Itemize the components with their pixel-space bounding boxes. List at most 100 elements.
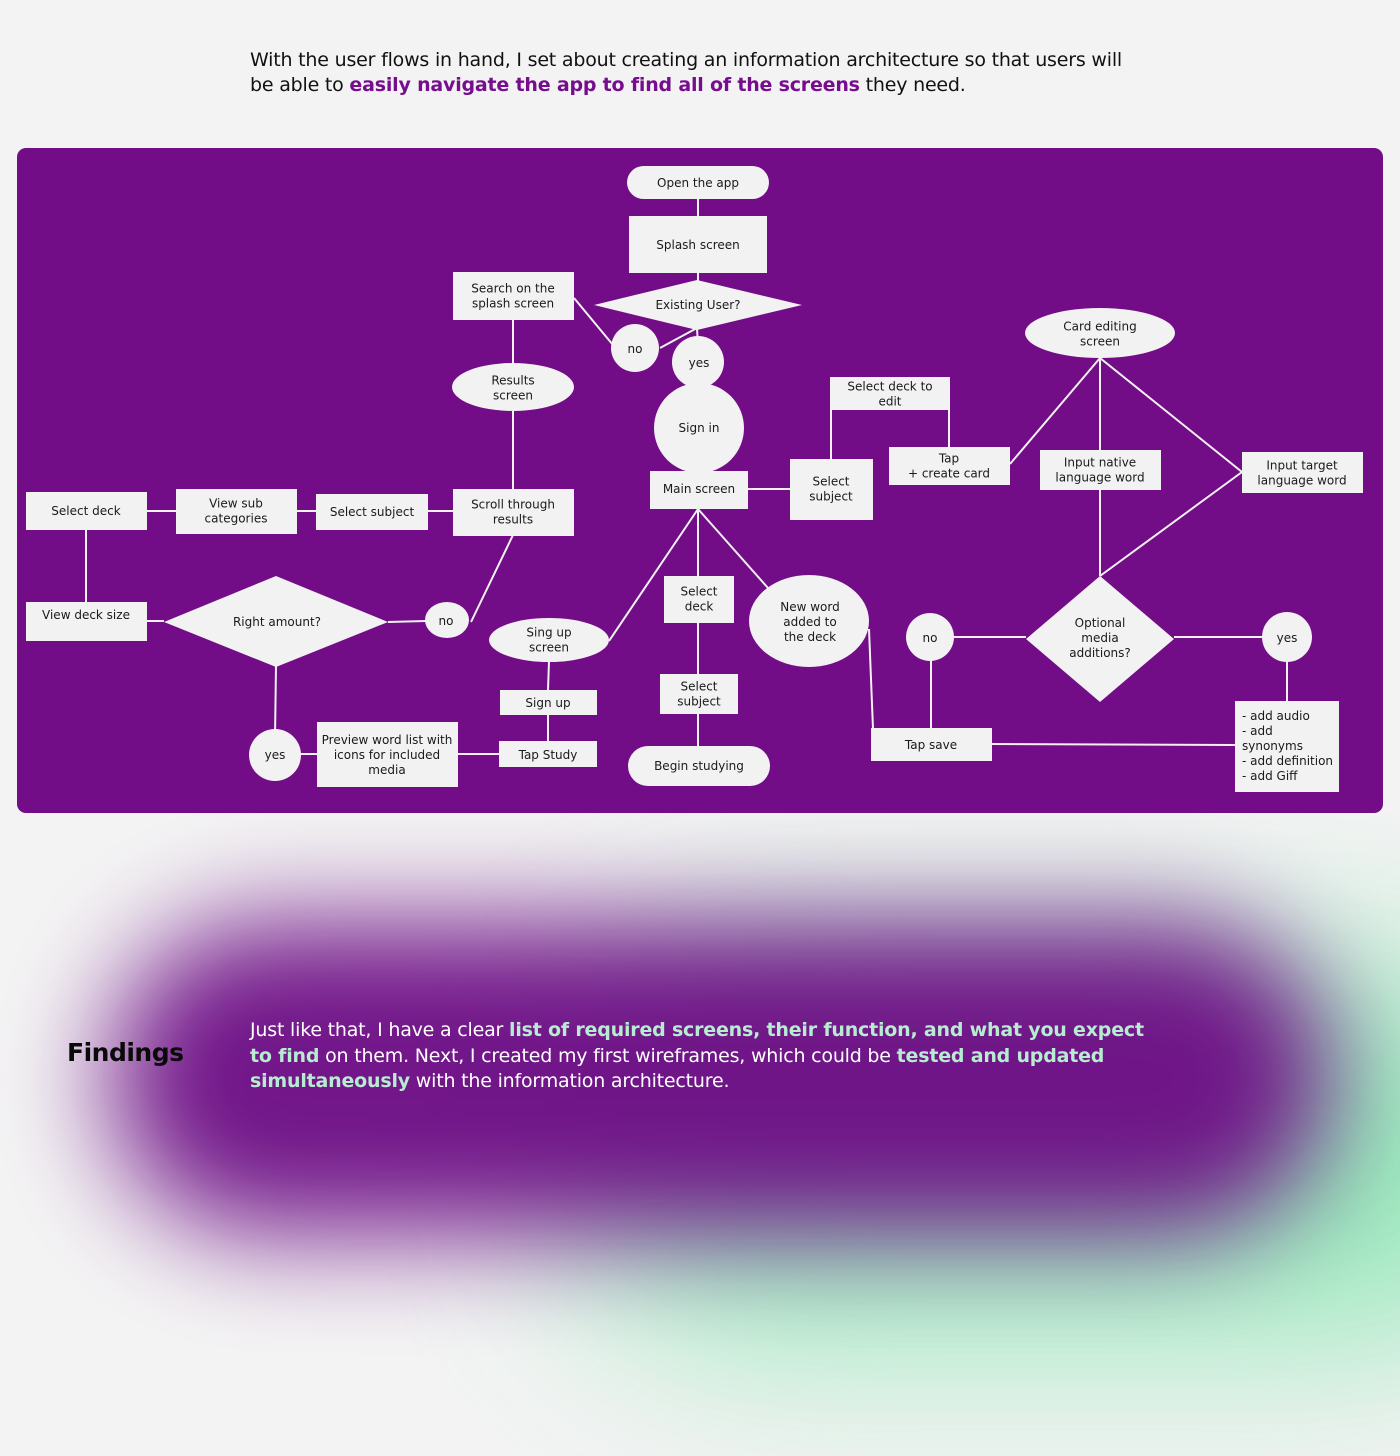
node-yes-top-shape <box>672 336 724 388</box>
node-no-media-shape <box>906 613 954 661</box>
node-label-line: Right amount? <box>233 615 321 629</box>
node-input-native-shape <box>1040 450 1161 490</box>
intro-highlight: easily navigate the app to find all of t… <box>349 74 860 96</box>
node-label-line: Existing User? <box>655 298 740 312</box>
node-label-no-amount: no <box>439 614 454 628</box>
node-yes-amount-shape <box>249 729 301 781</box>
node-main-shape <box>650 471 748 509</box>
background-glow <box>0 813 1400 1456</box>
node-label-line: language word <box>1257 474 1346 488</box>
node-select-deck-l-shape <box>26 492 147 530</box>
findings-text-3: with the information architecture. <box>409 1070 730 1092</box>
node-media-list-shape <box>1235 701 1339 792</box>
node-label-no-media: no <box>923 631 938 645</box>
node-no-amount-shape <box>425 602 469 638</box>
node-tap-save-shape <box>871 728 992 761</box>
node-label-line: Begin studying <box>654 759 744 773</box>
node-label-preview: Preview word list with icons for included… <box>322 733 453 777</box>
node-new-word-shape <box>749 575 869 667</box>
node-existing-user-shape <box>594 280 802 330</box>
node-label-tap-study: Tap Study <box>518 748 578 762</box>
node-label-no-top: no <box>628 342 643 356</box>
node-label-line: no <box>628 342 643 356</box>
node-label-line: Splash screen <box>656 238 739 252</box>
node-label-new-word: New word added to the deck <box>780 600 839 644</box>
node-label-sign-in: Sign in <box>679 421 720 435</box>
node-sign-in-shape <box>654 383 744 473</box>
node-label-line: - add Giff <box>1242 769 1298 783</box>
node-sign-up-shape <box>500 690 597 715</box>
findings-heading: Findings <box>67 1038 184 1067</box>
node-label-input-target: Input target language word <box>1257 459 1346 488</box>
node-label-line: media <box>368 763 405 777</box>
intro-text-1: With the user flows in hand, I set about… <box>250 49 1122 96</box>
node-label-card-editing: Card editing screen <box>1063 320 1136 349</box>
node-label-line: additions? <box>1069 646 1131 660</box>
node-label-line: results <box>493 513 533 527</box>
node-label-yes-top: yes <box>689 356 710 370</box>
node-label-line: no <box>923 631 938 645</box>
findings-text-1: Just like that, I have a clear <box>250 1019 510 1041</box>
node-search-splash-shape <box>453 272 574 320</box>
diagram-connectors <box>85 198 1288 755</box>
node-scroll-results-shape <box>453 489 574 536</box>
node-label-line: categories <box>205 512 268 526</box>
node-label-line: synonyms <box>1242 739 1303 753</box>
node-tap-study-shape <box>499 741 597 767</box>
node-view-sub-shape <box>176 489 297 534</box>
diagram-node-shapes <box>26 166 1363 792</box>
node-preview-shape <box>317 722 458 787</box>
node-label-select-subject-r: Select subject <box>809 475 853 504</box>
node-select-subject-r-shape <box>790 459 873 520</box>
node-label-line: subject <box>809 490 853 504</box>
node-label-select-deck-edit: Select deck to edit <box>847 380 932 409</box>
node-label-scroll-results: Scroll through results <box>471 498 555 527</box>
node-select-deck-c-shape <box>664 576 734 623</box>
node-label-line: Input target <box>1266 459 1338 473</box>
findings-text-2: on them. Next, I created my first wirefr… <box>319 1044 897 1067</box>
node-label-select-deck-l: Select deck <box>51 504 120 518</box>
node-label-open-app: Open the app <box>657 176 739 190</box>
node-label-line: - add <box>1242 724 1273 738</box>
node-label-line: deck <box>685 600 714 614</box>
node-label-line: edit <box>878 395 901 409</box>
node-label-view-sub: View sub categories <box>205 497 268 526</box>
node-label-main: Main screen <box>663 482 735 496</box>
node-label-line: Select deck <box>51 504 120 518</box>
node-label-media-list: - add audio - add synonyms - add definition… <box>1242 709 1333 783</box>
node-label-line: screen <box>1080 335 1120 349</box>
node-label-select-subject-l: Select subject <box>330 505 415 519</box>
node-label-begin-studying: Begin studying <box>654 759 744 773</box>
node-label-line: language word <box>1055 471 1144 485</box>
node-label-line: Card editing <box>1063 320 1136 334</box>
node-label-line: New word <box>780 600 839 614</box>
node-begin-studying-shape <box>628 746 770 786</box>
intro-text-2: they need. <box>859 74 966 96</box>
node-label-line: Select subject <box>330 505 415 519</box>
node-label-line: screen <box>529 641 569 655</box>
node-label-line: Select <box>680 680 717 694</box>
node-label-line: Results <box>491 374 534 388</box>
node-label-line: screen <box>493 389 533 403</box>
node-label-line: Select deck to <box>847 380 932 394</box>
node-label-sign-up: Sign up <box>525 696 570 710</box>
node-label-line: Open the app <box>657 176 739 190</box>
node-label-line: Tap save <box>904 738 957 752</box>
node-optional-media-shape <box>1026 576 1174 702</box>
node-view-deck-size-shape <box>26 602 147 641</box>
node-results-shape <box>452 363 574 411</box>
node-no-top-shape <box>611 324 659 372</box>
node-label-line: Input native <box>1064 456 1136 470</box>
node-label-line: the deck <box>784 630 836 644</box>
node-sing-up-screen-shape <box>489 618 609 662</box>
node-select-subject-l-shape <box>316 494 428 530</box>
information-architecture-diagram: Open the app Splash screen Existing User? S… <box>17 148 1383 813</box>
node-label-line: icons for included <box>334 748 440 762</box>
node-tap-create-shape <box>889 447 1010 485</box>
node-label-line: added to <box>783 615 836 629</box>
node-label-right-amount: Right amount? <box>233 615 321 629</box>
node-label-yes-amount: yes <box>265 748 286 762</box>
node-label-line: Search on the <box>471 282 555 296</box>
node-label-line: Select <box>680 585 717 599</box>
node-right-amount-shape <box>164 576 388 667</box>
